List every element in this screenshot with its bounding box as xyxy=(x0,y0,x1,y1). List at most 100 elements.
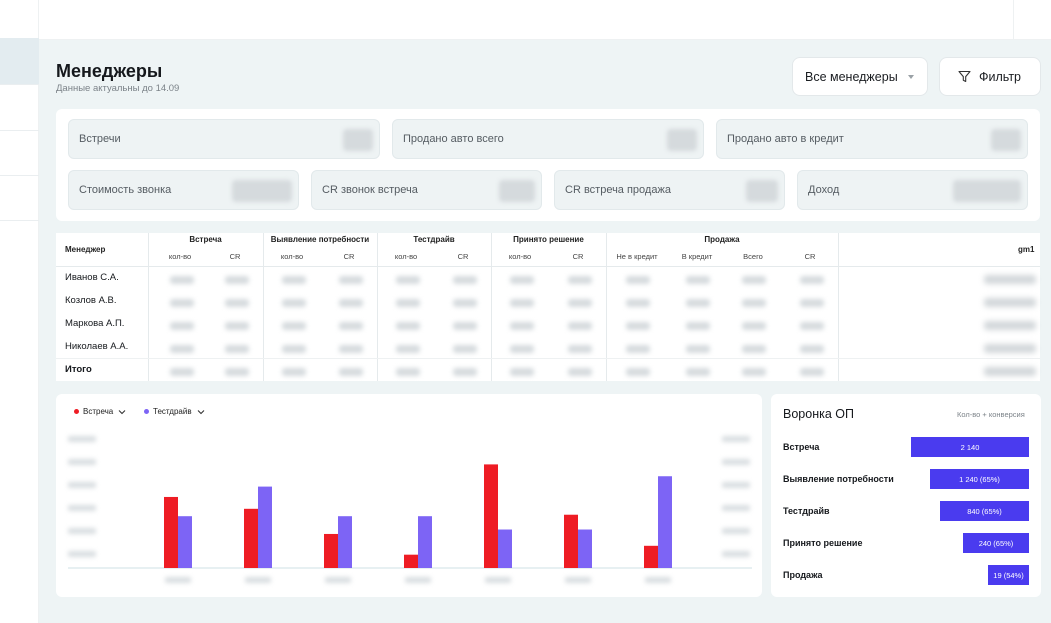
managers-select[interactable]: Все менеджеры xyxy=(792,57,928,96)
funnel-stage-label: Принято решение xyxy=(783,538,863,548)
table-cell-hidden xyxy=(339,299,363,307)
table-row-name[interactable]: Николаев А.А. xyxy=(65,341,129,352)
kpi-sold-credit[interactable]: Продано авто в кредит xyxy=(716,119,1028,159)
kpi-value-hidden xyxy=(343,129,373,151)
kpi-cr-meeting-sale[interactable]: CR встреча продажа xyxy=(554,170,785,210)
table-subheader: кол-во xyxy=(394,252,418,261)
filter-button[interactable]: Фильтр xyxy=(939,57,1041,96)
funnel-note: Кол-во + конверсия xyxy=(957,410,1025,419)
table-row-name[interactable]: Иванов С.А. xyxy=(65,272,119,283)
kpi-sold-total[interactable]: Продано авто всего xyxy=(392,119,704,159)
funnel-title: Воронка ОП xyxy=(783,407,854,421)
table-cell-hidden xyxy=(453,368,477,376)
table-header-manager: Менеджер xyxy=(65,245,106,254)
table-cell-hidden xyxy=(568,276,592,284)
table-cell-hidden xyxy=(339,322,363,330)
table-cell-hidden xyxy=(800,276,824,284)
funnel-stage-bar[interactable]: 1 240 (65%) xyxy=(930,469,1029,489)
table-subheader: CR xyxy=(343,252,355,261)
filter-icon xyxy=(958,70,971,83)
funnel-panel xyxy=(771,394,1041,597)
table-gm-hidden xyxy=(984,321,1036,330)
kpi-value-hidden xyxy=(232,180,292,202)
legend-series-1[interactable]: Встреча xyxy=(74,407,126,416)
table-cell-hidden xyxy=(282,345,306,353)
table-cell-hidden xyxy=(170,368,194,376)
sidebar-item-active[interactable] xyxy=(0,38,39,84)
axis-tick-hidden xyxy=(68,505,96,511)
funnel-stage-bar[interactable]: 240 (65%) xyxy=(963,533,1029,553)
axis-tick-hidden xyxy=(68,551,96,557)
x-tick-hidden xyxy=(485,577,511,583)
legend-series-2[interactable]: Тестдрайв xyxy=(144,407,205,416)
table-row-name[interactable]: Маркова А.П. xyxy=(65,318,125,329)
caret-down-icon xyxy=(907,74,914,79)
table-cell-hidden xyxy=(282,368,306,376)
kpi-revenue[interactable]: Доход xyxy=(797,170,1028,210)
table-col-divider xyxy=(377,233,378,381)
kpi-value-hidden xyxy=(953,180,1021,202)
sidebar-divider xyxy=(0,220,39,221)
axis-tick-hidden xyxy=(68,528,96,534)
funnel-stage-bar[interactable]: 2 140 xyxy=(911,437,1029,457)
table-subheader: кол-во xyxy=(508,252,532,261)
table-gm-hidden xyxy=(984,367,1036,376)
top-bar xyxy=(39,0,1051,40)
table-cell-hidden xyxy=(686,345,710,353)
table-cell-hidden xyxy=(396,368,420,376)
table-cell-hidden xyxy=(800,322,824,330)
funnel-stage-label: Выявление потребности xyxy=(783,474,894,484)
table-cell-hidden xyxy=(453,276,477,284)
table-total-label: Итого xyxy=(65,364,92,375)
table-cell-hidden xyxy=(339,368,363,376)
kpi-call-cost[interactable]: Стоимость звонка xyxy=(68,170,299,210)
kpi-label: CR звонок встреча xyxy=(322,184,418,196)
table-header-group: Выявление потребности xyxy=(270,235,370,244)
table-cell-hidden xyxy=(510,276,534,284)
table-cell-hidden xyxy=(225,368,249,376)
table-cell-hidden xyxy=(510,299,534,307)
page-subtitle: Данные актуальны до 14.09 xyxy=(56,83,180,94)
x-tick-hidden xyxy=(645,577,671,583)
table-cell-hidden xyxy=(339,345,363,353)
table-cell-hidden xyxy=(686,322,710,330)
x-tick-hidden xyxy=(565,577,591,583)
table-header-gm1: gm1 xyxy=(1018,245,1035,254)
table-header-group: Тестдрайв xyxy=(413,235,455,244)
table-cell-hidden xyxy=(396,345,420,353)
table-header-group: Продажа xyxy=(704,235,740,244)
table-cell-hidden xyxy=(225,322,249,330)
axis-tick-hidden xyxy=(722,528,750,534)
kpi-cr-call-meeting[interactable]: CR звонок встреча xyxy=(311,170,542,210)
table-cell-hidden xyxy=(800,368,824,376)
table-cell-hidden xyxy=(742,276,766,284)
funnel-stage-bar[interactable]: 840 (65%) xyxy=(940,501,1029,521)
sidebar-divider xyxy=(0,130,39,131)
sidebar xyxy=(0,0,39,623)
table-row-name[interactable]: Козлов А.В. xyxy=(65,295,117,306)
funnel-stage-bar[interactable]: 19 (54%) xyxy=(988,565,1029,585)
table-cell-hidden xyxy=(225,345,249,353)
kpi-meetings[interactable]: Встречи xyxy=(68,119,380,159)
funnel-stage-label: Тестдрайв xyxy=(783,506,830,516)
sidebar-divider xyxy=(0,175,39,176)
funnel-stage-label: Встреча xyxy=(783,442,820,452)
legend-dot xyxy=(144,409,149,414)
table-subheader: кол-во xyxy=(168,252,192,261)
legend-dot xyxy=(74,409,79,414)
table-col-divider xyxy=(263,233,264,381)
table-cell-hidden xyxy=(742,368,766,376)
table-gm-hidden xyxy=(984,298,1036,307)
chevron-down-icon xyxy=(118,409,126,414)
table-cell-hidden xyxy=(510,368,534,376)
x-tick-hidden xyxy=(245,577,271,583)
sidebar-divider xyxy=(0,84,39,85)
table-cell-hidden xyxy=(686,368,710,376)
table-cell-hidden xyxy=(282,276,306,284)
table-gm-hidden xyxy=(984,275,1036,284)
axis-tick-hidden xyxy=(722,505,750,511)
table-cell-hidden xyxy=(170,345,194,353)
table-cell-hidden xyxy=(396,276,420,284)
table-cell-hidden xyxy=(800,299,824,307)
table-subheader: CR xyxy=(457,252,469,261)
